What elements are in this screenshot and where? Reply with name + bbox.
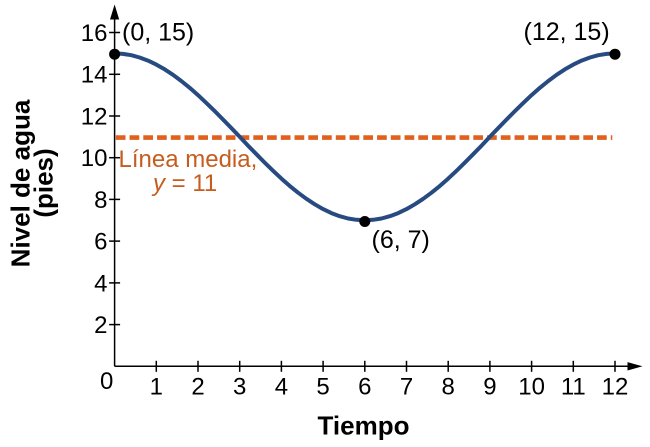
svg-text:(0, 15): (0, 15) (122, 19, 194, 47)
svg-text:12: 12 (81, 103, 108, 130)
svg-text:y = 11: y = 11 (151, 170, 217, 197)
svg-text:11: 11 (561, 374, 586, 401)
svg-text:16: 16 (81, 20, 108, 47)
svg-text:8: 8 (94, 187, 107, 214)
svg-text:10: 10 (518, 374, 545, 401)
svg-text:Tiempo: Tiempo (318, 411, 410, 441)
svg-text:2: 2 (94, 312, 107, 339)
svg-text:5: 5 (316, 374, 329, 401)
svg-text:1: 1 (150, 374, 163, 401)
svg-text:9: 9 (483, 374, 496, 401)
svg-text:0: 0 (100, 368, 113, 395)
svg-text:6: 6 (94, 229, 107, 256)
svg-text:Nivel de agua: Nivel de agua (6, 99, 36, 267)
svg-text:(12, 15): (12, 15) (524, 18, 610, 46)
svg-text:Línea media,: Línea media, (119, 146, 258, 173)
svg-text:10: 10 (81, 145, 108, 172)
svg-text:6: 6 (358, 374, 371, 401)
svg-text:2: 2 (191, 374, 204, 401)
svg-text:(6, 7): (6, 7) (372, 226, 430, 254)
svg-text:8: 8 (442, 374, 455, 401)
svg-text:3: 3 (233, 374, 246, 401)
svg-text:(pies): (pies) (29, 148, 59, 217)
svg-text:7: 7 (400, 374, 413, 401)
svg-text:12: 12 (602, 374, 629, 401)
svg-text:14: 14 (81, 62, 108, 89)
svg-text:4: 4 (275, 374, 288, 401)
svg-text:4: 4 (94, 270, 107, 297)
